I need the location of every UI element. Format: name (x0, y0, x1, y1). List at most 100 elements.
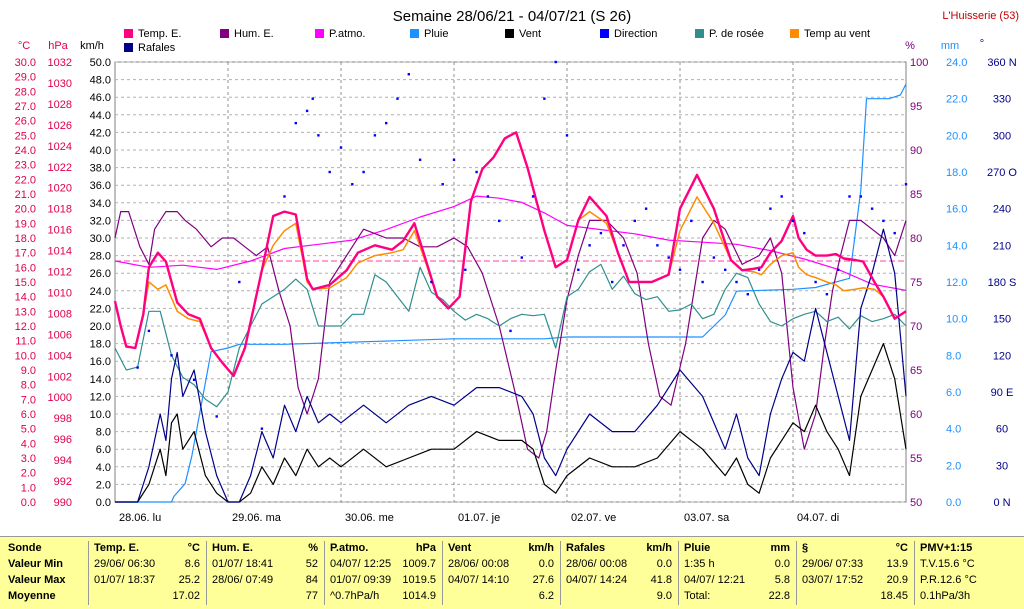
temp-tick-label: 6.0 (21, 409, 36, 421)
divider (442, 541, 443, 605)
wind-tick-label: 2.0 (96, 479, 111, 491)
direction-point (837, 268, 840, 271)
temp-tick-label: 24.0 (15, 145, 36, 157)
x-tick-label: 29.06. ma (232, 512, 282, 524)
series-dew-point (114, 263, 907, 408)
temp-tick-label: 25.0 (15, 130, 36, 142)
summary-dew: § °C 29/06/ 07:33 13.9 03/07/ 17:52 20.9 18… (798, 540, 912, 608)
divider (560, 541, 561, 605)
direction-point (667, 256, 670, 259)
direction-point (520, 256, 523, 259)
pressure-tick-label: 998 (54, 413, 72, 425)
direction-point (362, 170, 365, 174)
divider (324, 541, 325, 605)
humidity-tick-label: 90 (910, 145, 922, 157)
pressure-tick-label: 1010 (48, 287, 72, 299)
summary-sonde: Sonde Valeur Min Valeur Max Moyenne (4, 540, 86, 608)
humidity-tick-label: 70 (910, 321, 922, 333)
direction-point (814, 280, 817, 284)
gust-title: Rafales (566, 542, 606, 554)
rain-max-time: 04/07/ 12:21 (684, 574, 746, 586)
press-min-time: 04/07/ 12:25 (330, 558, 392, 570)
summary-pmv: PMV+1:15 T.V.15.6 °C P.R.12.6 °C 0.1hPa/… (916, 540, 1020, 608)
x-tick-label: 02.07. ve (571, 512, 616, 524)
direction-point (712, 256, 716, 259)
rain-duration: 1:35 h (684, 558, 715, 570)
direction-point (441, 183, 444, 186)
direction-tick-label: 330 (993, 94, 1011, 106)
legend-label-hum: Hum. E. (234, 28, 274, 40)
rain-tick-label: 10.0 (946, 314, 967, 326)
direction-point (588, 244, 591, 247)
hum-unit: % (308, 542, 318, 554)
wind-max-value: 27.6 (532, 574, 554, 586)
plot-area (114, 61, 907, 503)
wind-tick-label: 28.0 (90, 251, 111, 263)
temp-tick-label: 13.0 (15, 306, 36, 318)
temp-tick-label: 18.0 (15, 233, 36, 245)
direction-point (407, 73, 410, 76)
temp-tick-label: 3.0 (21, 453, 36, 465)
gust-min-time: 28/06/ 00:08 (566, 558, 628, 570)
dew-min-value: 13.9 (886, 558, 908, 570)
direction-point (599, 231, 603, 235)
temp-tick-label: 27.0 (15, 101, 36, 113)
humidity-tick-label: 65 (910, 365, 922, 377)
wind-tick-label: 36.0 (90, 180, 111, 192)
legend-swatch-gust (124, 43, 133, 52)
direction-point (136, 366, 139, 369)
pmv-feels-like: T.V.15.6 °C (920, 558, 975, 570)
direction-point (690, 219, 693, 223)
pressure-axis-unit: hPa (48, 40, 68, 52)
temp-tick-label: 14.0 (15, 292, 36, 304)
station-name: L'Huisserie (53) (942, 10, 1019, 22)
summary-temp: Temp. E. °C 29/06/ 06:30 8.6 01/07/ 18:37 2… (90, 540, 204, 608)
pressure-tick-label: 994 (54, 455, 72, 467)
series-wind (115, 343, 907, 503)
direction-tick-label: 270 O (987, 167, 1017, 179)
wind-tick-label: 38.0 (90, 163, 111, 175)
gust-min-value: 0.0 (656, 558, 672, 570)
dew-max-time: 03/07/ 17:52 (802, 574, 864, 586)
legend-swatch-press (315, 29, 324, 38)
direction-point (351, 183, 354, 186)
wind-tick-label: 30.0 (90, 233, 111, 245)
direction-point (215, 415, 218, 418)
direction-point (339, 146, 343, 149)
direction-point (238, 280, 241, 284)
wind-tick-label: 0.0 (96, 497, 111, 509)
rain-title: Pluie (684, 542, 711, 554)
rain-tick-label: 18.0 (946, 167, 967, 179)
humidity-tick-label: 75 (910, 277, 922, 289)
rain-tick-label: 6.0 (946, 387, 961, 399)
direction-point (746, 293, 749, 296)
press-unit: hPa (415, 542, 436, 554)
divider (88, 541, 89, 605)
direction-point (848, 195, 851, 198)
series-rain (115, 83, 907, 503)
divider (914, 541, 915, 605)
press-max-time: 01/07/ 09:39 (330, 574, 392, 586)
wind-min-value: 0.0 (538, 558, 554, 570)
summary-wind: Vent km/h 28/06/ 00:08 0.0 04/07/ 14:10 27.… (444, 540, 558, 608)
legend-label-wind: Vent (519, 28, 541, 40)
temp-tick-label: 28.0 (15, 86, 36, 98)
chart-svg: 0.0 1.0 2.0 3.0 4.0 5.0 6.0 7.0 8.0 9.0 10.0 11.0 12… (15, 8, 1019, 524)
rain-tick-label: 20.0 (946, 130, 967, 142)
dew-max-value: 20.9 (886, 574, 908, 586)
rain-axis-unit: mm (941, 40, 959, 52)
direction-point (452, 158, 456, 161)
wind-tick-label: 4.0 (96, 462, 111, 474)
x-tick-label: 03.07. sa (684, 512, 730, 524)
pressure-tick-label: 1030 (48, 78, 72, 90)
wind-tick-label: 26.0 (90, 268, 111, 280)
wind-tick-label: 42.0 (90, 127, 111, 139)
divider (796, 541, 797, 605)
pmv-title: PMV+1:15 (920, 542, 973, 554)
x-tick-label: 30.06. me (345, 512, 394, 524)
wind-tick-label: 40.0 (90, 145, 111, 157)
direction-point (475, 170, 478, 174)
temp-axis-unit: °C (18, 40, 30, 52)
humidity-axis-unit: % (905, 40, 915, 52)
hum-min-time: 01/07/ 18:41 (212, 558, 274, 570)
